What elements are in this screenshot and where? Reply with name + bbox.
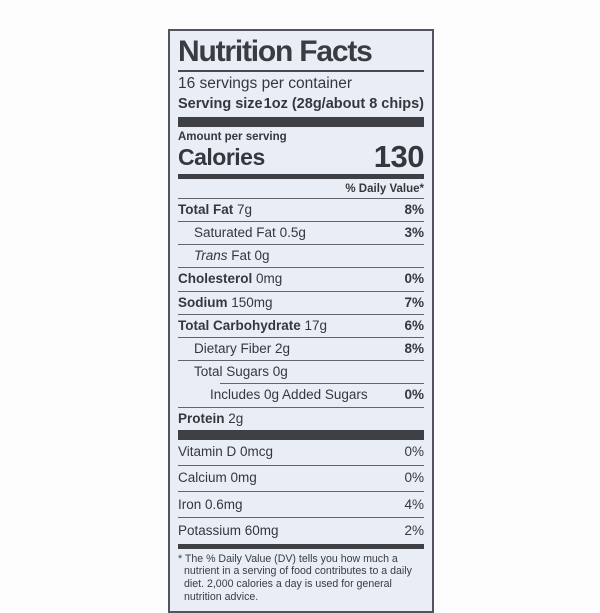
nutrient-name: Total Sugars xyxy=(194,364,270,380)
nutrient-name: Cholesterol xyxy=(178,271,253,287)
nutrient-row: Dietary Fiber 2g 8% xyxy=(178,338,424,360)
nutrient-name: Includes 0g Added Sugars xyxy=(210,387,368,403)
nutrient-row: Includes 0g Added Sugars 0% xyxy=(178,384,424,406)
thick-divider-bar-protein xyxy=(178,429,424,440)
nutrient-daily-value: 3% xyxy=(404,225,424,241)
nutrient-daily-value: 8% xyxy=(404,341,424,357)
nutrient-amount: 2g xyxy=(271,341,291,357)
nutrient-row: Cholesterol 0mg 0% xyxy=(178,268,424,290)
nutrient-row: Total Sugars 0g xyxy=(178,361,424,383)
vitamin-daily-value: 4% xyxy=(404,496,424,512)
nutrient-name-amount: Protein 2g xyxy=(178,411,243,427)
nutrient-row: Saturated Fat 0.5g 3% xyxy=(178,222,424,244)
vitamin-row: Vitamin D 0mcg 0% xyxy=(178,440,424,465)
label-title: Nutrition Facts xyxy=(178,35,373,68)
page-background: Nutrition Facts 16 servings per containe… xyxy=(168,29,434,613)
nutrient-name: Dietary Fiber xyxy=(194,341,272,357)
nutrient-name: Total Fat xyxy=(178,201,234,217)
nutrient-amount: 17g xyxy=(300,317,328,333)
vitamin-rows: Vitamin D 0mcg 0% Calcium 0mg 0% Iron 0.6mg 4… xyxy=(178,440,424,544)
nutrient-amount: 0.5g xyxy=(275,225,306,241)
vitamin-row-divider xyxy=(178,491,424,493)
nutrient-rows: Total Fat 7g 8% Saturated Fat 0.5g 3% Trans … xyxy=(178,199,424,430)
calories-value: 130 xyxy=(373,139,425,174)
nutrition-facts-label: Nutrition Facts 16 servings per containe… xyxy=(168,29,434,613)
vitamin-name-amount: Iron 0.6mg xyxy=(178,496,243,512)
nutrient-name-amount: Includes 0g Added Sugars xyxy=(210,387,368,403)
vitamin-row: Potassium 60mg 2% xyxy=(178,518,424,543)
nutrient-name-amount: Total Fat 7g xyxy=(178,202,252,218)
nutrient-name: Protein xyxy=(178,410,225,426)
title-divider xyxy=(178,70,424,72)
vitamin-row: Calcium 0mg 0% xyxy=(178,466,424,491)
nutrient-name: Saturated Fat xyxy=(194,225,276,241)
nutrient-name-amount: Saturated Fat 0.5g xyxy=(194,225,306,241)
servings-per-container: 16 servings per container xyxy=(178,75,353,92)
nutrient-daily-value: 0% xyxy=(404,387,424,403)
row-divider xyxy=(178,221,424,223)
nutrient-amount: 7g xyxy=(233,201,253,217)
row-divider xyxy=(178,313,424,315)
row-divider xyxy=(178,267,424,269)
serving-size-label: Serving size xyxy=(178,96,263,112)
nutrient-row: Total Fat 7g 8% xyxy=(178,199,424,221)
nutrient-daily-value: 7% xyxy=(404,294,424,310)
nutrient-name-amount: Total Carbohydrate 17g xyxy=(178,318,327,334)
amount-per-serving-label: Amount per serving xyxy=(178,131,287,143)
nutrient-daily-value: 6% xyxy=(404,317,424,333)
nutrient-row: Protein 2g xyxy=(178,408,424,430)
nutrient-daily-value: 0% xyxy=(404,271,424,287)
medium-divider-bar-calories xyxy=(178,173,424,179)
row-divider xyxy=(178,290,424,292)
nutrient-row: Trans Fat 0g xyxy=(178,245,424,267)
vitamin-daily-value: 0% xyxy=(404,470,424,486)
nutrient-name-italic: Trans xyxy=(194,248,228,264)
nutrient-amount: 2g xyxy=(224,410,244,426)
nutrient-name-amount: Total Sugars 0g xyxy=(194,364,288,380)
row-divider xyxy=(178,360,424,362)
row-divider xyxy=(220,383,424,385)
row-divider xyxy=(178,337,424,339)
nutrient-name-amount: Trans Fat 0g xyxy=(194,248,270,264)
nutrient-amount: 0g xyxy=(250,248,270,264)
vitamin-daily-value: 2% xyxy=(404,522,424,538)
vitamin-name-amount: Vitamin D 0mcg xyxy=(178,444,274,460)
nutrient-name-amount: Cholesterol 0mg xyxy=(178,271,282,287)
nutrient-name-amount: Dietary Fiber 2g xyxy=(194,341,290,357)
nutrient-row: Total Carbohydrate 17g 6% xyxy=(178,315,424,337)
serving-size-value: 1oz (28g/about 8 chips) xyxy=(263,96,424,112)
row-divider xyxy=(178,244,424,246)
thick-divider-bar-top xyxy=(178,117,424,127)
medium-divider-bar-bottom xyxy=(178,543,424,549)
row-divider xyxy=(178,406,424,408)
vitamin-row-divider xyxy=(178,517,424,519)
nutrient-name: Trans Fat xyxy=(194,248,251,264)
nutrient-daily-value: 8% xyxy=(404,201,424,217)
calories-row: Calories 130 xyxy=(178,139,425,174)
footnote: * The % Daily Value (DV) tells you how m… xyxy=(178,552,412,604)
calories-label: Calories xyxy=(178,143,265,170)
nutrient-amount: 0mg xyxy=(252,271,283,287)
vitamin-name-amount: Potassium 60mg xyxy=(178,522,279,538)
vitamin-row-divider xyxy=(178,464,424,466)
vitamin-daily-value: 0% xyxy=(404,444,424,460)
daily-value-header: % Daily Value* xyxy=(345,182,424,195)
serving-size-row: Serving size 1oz (28g/about 8 chips) xyxy=(178,94,424,117)
nutrient-name-amount: Sodium 150mg xyxy=(178,295,273,311)
nutrient-name: Total Carbohydrate xyxy=(178,317,301,333)
nutrient-name: Sodium xyxy=(178,294,228,310)
nutrient-amount: 0g xyxy=(269,364,288,380)
vitamin-row: Iron 0.6mg 4% xyxy=(178,492,424,517)
nutrient-row: Sodium 150mg 7% xyxy=(178,292,424,314)
nutrient-amount: 150mg xyxy=(227,294,273,310)
daily-value-divider xyxy=(178,197,424,199)
vitamin-name-amount: Calcium 0mg xyxy=(178,470,257,486)
